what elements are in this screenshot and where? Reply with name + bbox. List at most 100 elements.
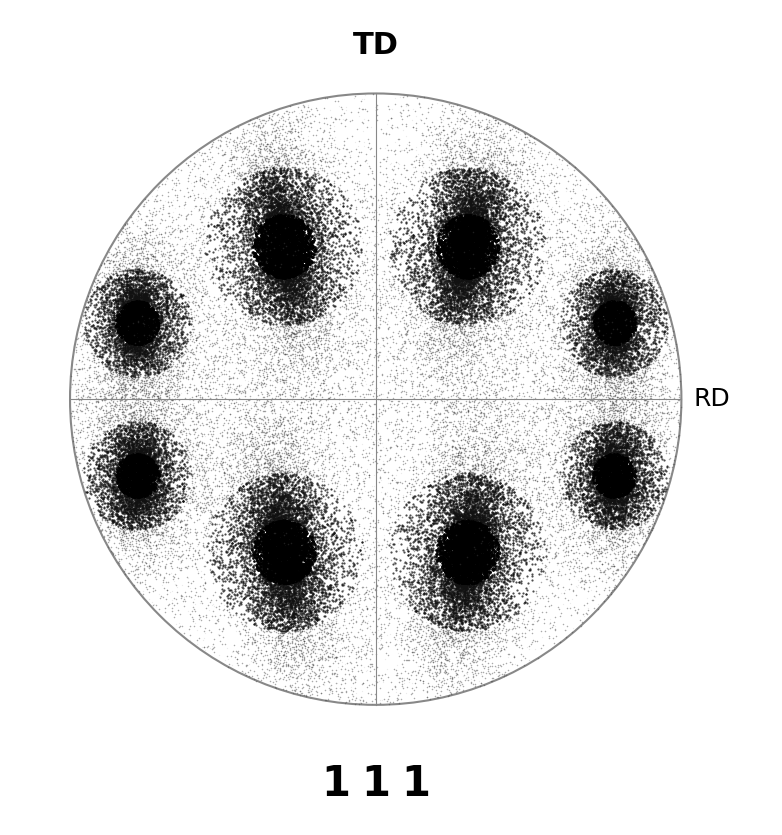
- Point: [494, 463, 507, 476]
- Point: [235, 574, 247, 588]
- Point: [620, 309, 633, 322]
- Point: [279, 548, 292, 561]
- Point: [456, 234, 468, 247]
- Point: [251, 285, 264, 298]
- Point: [127, 320, 140, 333]
- Point: [457, 539, 469, 552]
- Point: [509, 185, 522, 199]
- Point: [457, 246, 469, 260]
- Point: [280, 650, 292, 663]
- Point: [136, 347, 149, 361]
- Point: [611, 473, 623, 486]
- Point: [203, 304, 216, 317]
- Point: [242, 281, 255, 295]
- Point: [91, 484, 103, 498]
- Point: [619, 392, 631, 405]
- Point: [279, 231, 292, 245]
- Point: [305, 478, 317, 492]
- Point: [476, 251, 489, 265]
- Point: [465, 564, 478, 577]
- Point: [279, 285, 292, 298]
- Point: [150, 313, 163, 326]
- Point: [465, 256, 477, 269]
- Point: [450, 205, 462, 218]
- Point: [440, 258, 453, 271]
- Point: [465, 238, 478, 251]
- Point: [472, 232, 484, 245]
- Point: [307, 512, 320, 525]
- Point: [606, 290, 619, 303]
- Point: [457, 539, 470, 553]
- Point: [465, 296, 477, 309]
- Point: [453, 457, 465, 470]
- Point: [138, 483, 151, 497]
- Point: [129, 323, 142, 337]
- Point: [135, 471, 148, 484]
- Point: [457, 246, 469, 260]
- Point: [113, 503, 126, 516]
- Point: [612, 494, 624, 508]
- Point: [597, 495, 610, 509]
- Point: [590, 291, 602, 305]
- Point: [142, 298, 154, 311]
- Point: [264, 550, 277, 564]
- Point: [610, 475, 622, 488]
- Point: [324, 579, 336, 592]
- Point: [125, 485, 138, 498]
- Point: [120, 443, 133, 456]
- Point: [97, 437, 109, 450]
- Point: [111, 429, 124, 443]
- Point: [452, 568, 465, 581]
- Point: [143, 438, 156, 452]
- Point: [268, 339, 281, 352]
- Point: [473, 525, 486, 539]
- Point: [550, 507, 562, 520]
- Point: [296, 251, 308, 265]
- Point: [454, 473, 466, 486]
- Point: [482, 219, 494, 232]
- Point: [285, 239, 298, 252]
- Point: [606, 403, 619, 417]
- Point: [580, 372, 593, 386]
- Point: [618, 478, 630, 492]
- Point: [508, 175, 521, 189]
- Point: [459, 183, 472, 196]
- Point: [278, 618, 291, 631]
- Point: [203, 233, 216, 246]
- Point: [288, 576, 300, 590]
- Point: [472, 502, 484, 515]
- Point: [235, 550, 248, 564]
- Point: [449, 492, 461, 505]
- Point: [216, 562, 228, 575]
- Point: [119, 499, 131, 513]
- Point: [308, 623, 321, 636]
- Point: [602, 474, 615, 488]
- Point: [460, 261, 472, 274]
- Point: [269, 276, 282, 289]
- Point: [255, 484, 267, 498]
- Point: [561, 500, 573, 514]
- Point: [282, 277, 295, 291]
- Point: [289, 244, 302, 257]
- Point: [430, 191, 443, 205]
- Point: [468, 407, 481, 421]
- Point: [272, 454, 285, 468]
- Point: [280, 539, 292, 552]
- Point: [452, 250, 465, 263]
- Point: [284, 258, 296, 271]
- Point: [608, 328, 620, 342]
- Point: [586, 352, 598, 365]
- Point: [461, 240, 474, 254]
- Point: [440, 303, 453, 316]
- Point: [466, 537, 479, 550]
- Point: [186, 559, 199, 572]
- Point: [321, 589, 334, 602]
- Point: [147, 317, 160, 331]
- Point: [232, 391, 245, 404]
- Point: [123, 566, 135, 579]
- Point: [597, 326, 609, 340]
- Point: [129, 308, 142, 321]
- Point: [474, 370, 486, 383]
- Point: [264, 212, 277, 225]
- Point: [474, 508, 486, 521]
